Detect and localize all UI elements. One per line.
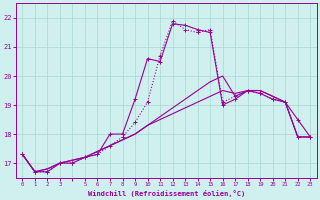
X-axis label: Windchill (Refroidissement éolien,°C): Windchill (Refroidissement éolien,°C) [88,190,245,197]
